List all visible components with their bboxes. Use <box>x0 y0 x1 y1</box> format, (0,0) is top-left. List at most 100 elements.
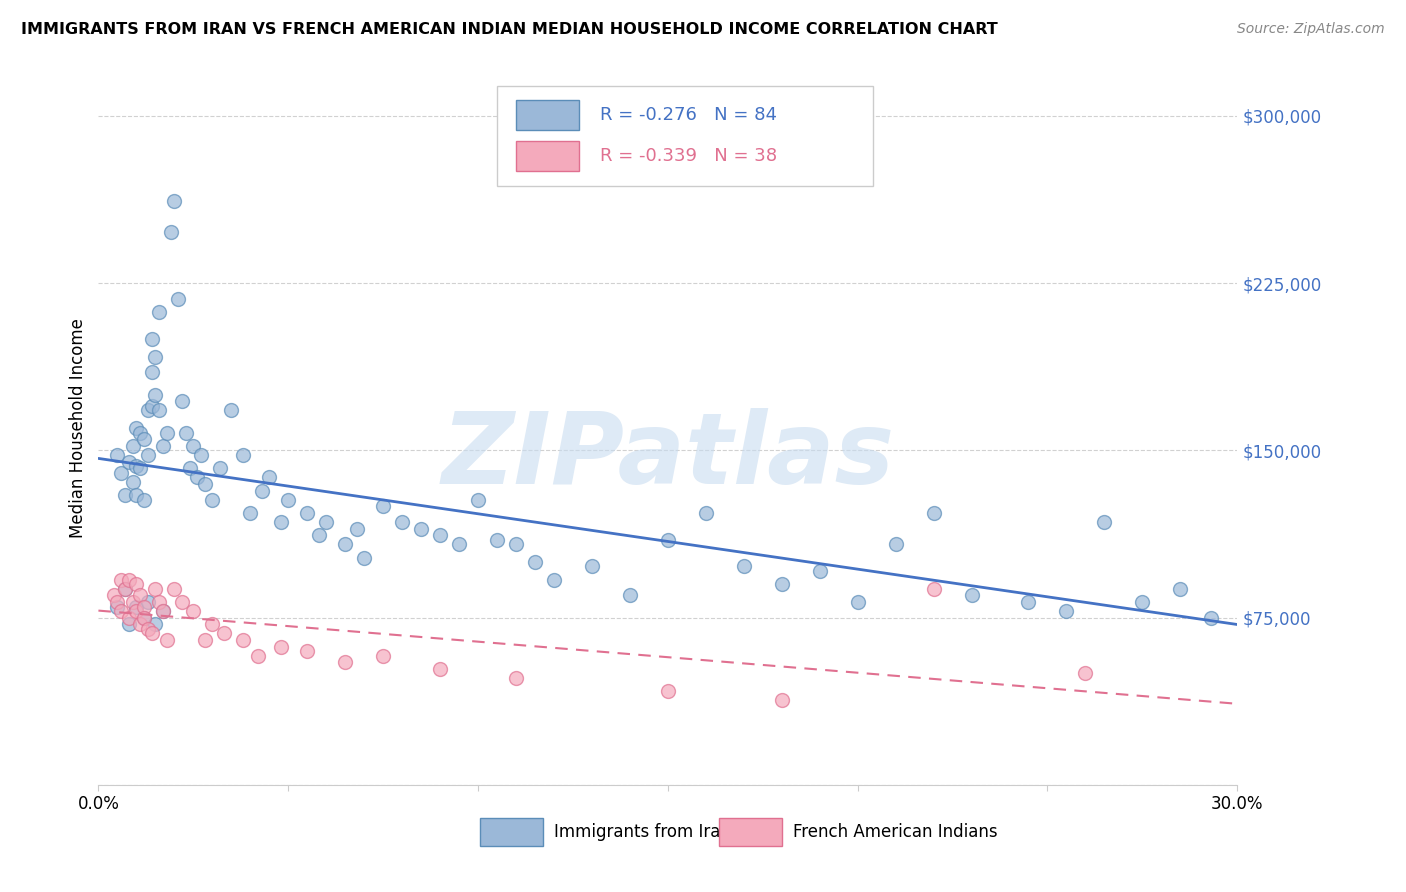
Point <box>657 684 679 698</box>
Point <box>141 332 163 346</box>
Point <box>125 604 148 618</box>
Point <box>486 533 509 547</box>
Point <box>808 564 831 578</box>
Point <box>239 506 262 520</box>
Point <box>167 292 190 306</box>
Point <box>543 573 565 587</box>
Point <box>152 439 174 453</box>
Point <box>221 403 243 417</box>
Point <box>922 506 945 520</box>
Point <box>152 604 174 618</box>
Y-axis label: Median Household Income: Median Household Income <box>69 318 87 538</box>
Point <box>270 640 292 654</box>
Point <box>136 448 159 462</box>
Point <box>132 599 155 614</box>
Point <box>411 521 433 535</box>
Point <box>132 492 155 507</box>
Point <box>194 633 217 648</box>
Point <box>657 533 679 547</box>
Point <box>371 500 394 514</box>
FancyBboxPatch shape <box>718 819 782 846</box>
Point <box>297 644 319 658</box>
Point <box>467 492 489 507</box>
Point <box>110 604 132 618</box>
Point <box>1170 582 1192 596</box>
Point <box>118 617 141 632</box>
Point <box>1074 666 1097 681</box>
Text: IMMIGRANTS FROM IRAN VS FRENCH AMERICAN INDIAN MEDIAN HOUSEHOLD INCOME CORRELATI: IMMIGRANTS FROM IRAN VS FRENCH AMERICAN … <box>21 22 998 37</box>
Point <box>107 448 129 462</box>
Point <box>353 550 375 565</box>
Point <box>145 617 167 632</box>
Point <box>152 604 174 618</box>
Point <box>132 610 155 624</box>
Point <box>129 617 152 632</box>
Point <box>335 537 357 551</box>
Point <box>449 537 471 551</box>
Point <box>259 470 281 484</box>
Point <box>190 448 212 462</box>
Point <box>141 399 163 413</box>
Point <box>1199 610 1222 624</box>
Point <box>335 655 357 669</box>
Point <box>770 577 793 591</box>
Point <box>118 573 141 587</box>
Point <box>174 425 197 440</box>
Point <box>232 633 254 648</box>
Point <box>110 466 132 480</box>
Point <box>297 506 319 520</box>
Point <box>619 589 641 603</box>
Point <box>695 506 717 520</box>
Point <box>145 387 167 401</box>
Point <box>194 476 217 491</box>
Point <box>429 662 451 676</box>
Text: R = -0.276   N = 84: R = -0.276 N = 84 <box>599 106 776 124</box>
Point <box>505 537 527 551</box>
Point <box>114 582 136 596</box>
Point <box>770 693 793 707</box>
Point <box>125 488 148 502</box>
Point <box>114 582 136 596</box>
Text: Source: ZipAtlas.com: Source: ZipAtlas.com <box>1237 22 1385 37</box>
Point <box>391 515 413 529</box>
Point <box>179 461 201 475</box>
Point <box>159 225 181 239</box>
Point <box>505 671 527 685</box>
Point <box>145 582 167 596</box>
Point <box>148 305 170 319</box>
Point <box>132 610 155 624</box>
Point <box>346 521 368 535</box>
Point <box>308 528 330 542</box>
Point <box>170 394 193 409</box>
Point <box>208 461 231 475</box>
Point <box>118 455 141 469</box>
Point <box>118 610 141 624</box>
Point <box>136 595 159 609</box>
Point <box>125 458 148 473</box>
Point <box>163 194 186 208</box>
Point <box>429 528 451 542</box>
Point <box>960 589 983 603</box>
Point <box>132 432 155 446</box>
Point <box>183 439 205 453</box>
Point <box>156 425 179 440</box>
Point <box>129 425 152 440</box>
FancyBboxPatch shape <box>479 819 543 846</box>
Point <box>145 350 167 364</box>
Point <box>1132 595 1154 609</box>
Point <box>212 626 235 640</box>
Point <box>183 604 205 618</box>
Point <box>125 421 148 435</box>
Point <box>136 403 159 417</box>
Point <box>121 595 143 609</box>
Point <box>107 595 129 609</box>
Point <box>1018 595 1040 609</box>
FancyBboxPatch shape <box>516 141 579 171</box>
Point <box>141 626 163 640</box>
Point <box>170 595 193 609</box>
Point <box>232 448 254 462</box>
Point <box>250 483 273 498</box>
Point <box>121 439 143 453</box>
Point <box>148 595 170 609</box>
Point <box>1056 604 1078 618</box>
